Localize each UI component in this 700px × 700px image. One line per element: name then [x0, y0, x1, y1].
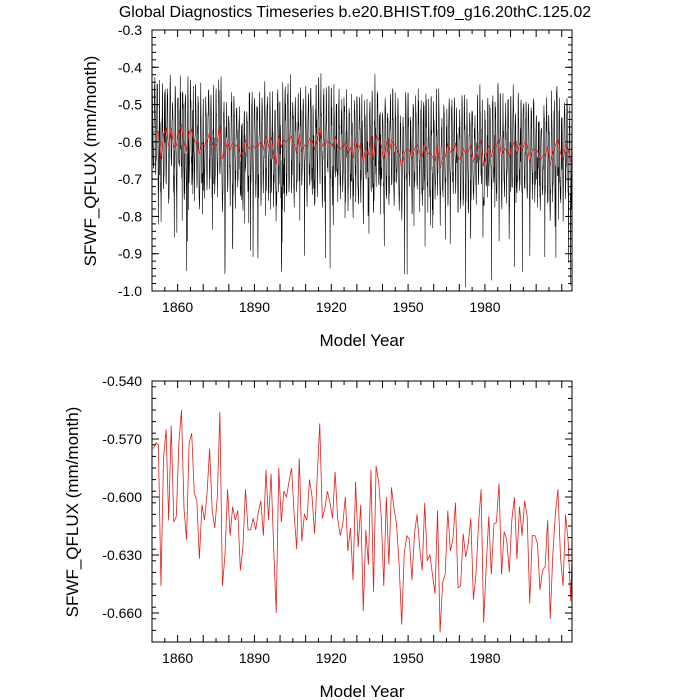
figure-title: Global Diagnostics Timeseries b.e20.BHIS…: [119, 4, 591, 21]
top-x-tick-label: 1920: [316, 299, 347, 315]
top-monthly-series-line: [152, 73, 572, 288]
bottom-x-tick-label: 1860: [162, 650, 193, 666]
top-plot-area: 1860 1890 1920 1950 1980 -1.0 -0.9 -0.8 -0.7 -0.6…: [118, 22, 573, 315]
bottom-axis-ticks: 1860 1890 1920 1950 1980 -0.660 -0.630 -0.600 -0…: [102, 373, 572, 666]
bottom-series-group: [152, 409, 572, 633]
top-y-tick-label: -0.3: [118, 22, 142, 38]
top-series-group: [152, 73, 572, 288]
top-x-axis-label: Model Year: [319, 331, 404, 350]
top-x-tick-label: 1860: [162, 299, 193, 315]
bottom-plot-area: 1860 1890 1920 1950 1980 -0.660 -0.630 -0.600 -0…: [102, 373, 573, 666]
bottom-y-tick-label: -0.600: [102, 489, 142, 505]
bottom-y-tick-label: -0.660: [102, 605, 142, 621]
top-x-tick-label: 1950: [393, 299, 424, 315]
top-axis-ticks: 1860 1890 1920 1950 1980 -1.0 -0.9 -0.8 -0.7 -0.6…: [118, 22, 572, 315]
top-y-tick-label: -0.6: [118, 134, 142, 150]
bottom-x-tick-label: 1920: [316, 650, 347, 666]
bottom-x-tick-label: 1950: [393, 650, 424, 666]
top-x-tick-label: 1890: [239, 299, 270, 315]
top-plot-frame: [151, 29, 573, 292]
top-x-tick-label: 1980: [469, 299, 500, 315]
bottom-plot-frame: [151, 380, 573, 643]
top-y-tick-label: -0.5: [118, 97, 142, 113]
top-y-tick-label: -0.4: [118, 59, 142, 75]
top-y-tick-label: -1.0: [118, 283, 142, 299]
bottom-x-axis-label: Model Year: [319, 682, 404, 700]
top-annual-series-line: [153, 123, 572, 169]
top-y-tick-label: -0.7: [118, 171, 142, 187]
top-y-tick-label: -0.8: [118, 208, 142, 224]
bottom-annual-series-line: [152, 409, 572, 633]
bottom-y-axis-label: SFWF_QFLUX (mm/month): [63, 407, 82, 618]
bottom-y-tick-label: -0.630: [102, 547, 142, 563]
bottom-x-tick-label: 1890: [239, 650, 270, 666]
bottom-x-tick-label: 1980: [469, 650, 500, 666]
top-y-axis-label: SFWF_QFLUX (mm/month): [81, 56, 100, 267]
top-y-tick-label: -0.9: [118, 246, 142, 262]
bottom-y-tick-label: -0.570: [102, 431, 142, 447]
bottom-y-tick-label: -0.540: [102, 373, 142, 389]
